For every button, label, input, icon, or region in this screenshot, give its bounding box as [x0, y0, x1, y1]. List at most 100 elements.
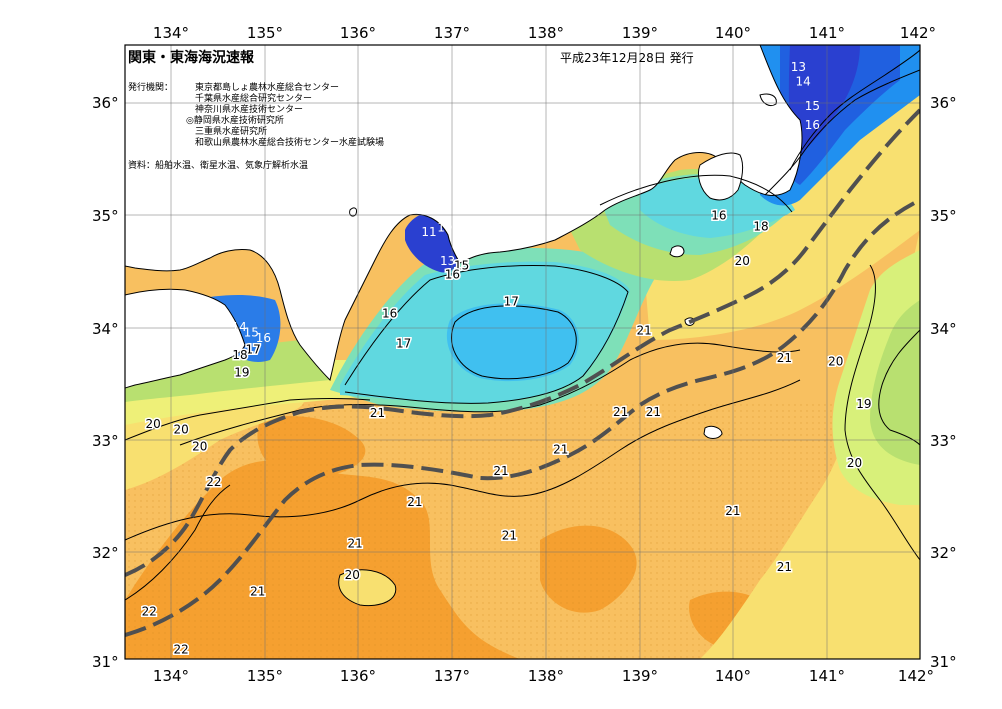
lon-tick-bottom-136: 136° [340, 667, 376, 685]
isotherm-label: 21 [407, 495, 422, 509]
lon-tick-bottom-138: 138° [528, 667, 564, 685]
isotherm-label: 18 [232, 348, 247, 362]
issuer-item: 和歌山県農林水産総合技術センター水産試験場 [195, 136, 384, 148]
isotherm-label: 16 [711, 208, 726, 222]
isotherm-22-west [125, 484, 231, 601]
kuroshio-axis-south [125, 198, 920, 637]
isotherm-label: 17 [396, 337, 411, 351]
lat-tick-left-33: 33° [92, 432, 119, 450]
lon-tick-bottom-140: 140° [715, 667, 751, 685]
lat-tick-right-36: 36° [930, 94, 957, 112]
isotherm-label: 17 [504, 294, 519, 308]
issuer-item: 三重県水産研究所 [195, 125, 267, 137]
land-shikoku [125, 288, 246, 389]
isotherm-label: 22 [142, 605, 157, 619]
issuer-item: 神奈川県水産技術センター [195, 103, 303, 115]
kuroshio-axis [125, 108, 920, 637]
lon-tick-top-138: 138° [528, 24, 564, 42]
isotherm-label: 21 [553, 443, 568, 457]
land [125, 45, 803, 439]
isotherm-label: 21 [636, 323, 651, 337]
lat-tick-left-36: 36° [92, 94, 119, 112]
isotherm-label: 21 [613, 405, 628, 419]
lat-tick-left-32: 32° [92, 544, 119, 562]
isotherm-label: 18 [753, 220, 768, 234]
isotherm-label: 15 [805, 99, 820, 113]
isotherm-label: 15 [454, 259, 469, 273]
isotherm-label: 11 [421, 225, 436, 239]
isotherm-label: 21 [347, 537, 362, 551]
isotherm-label: 22 [206, 475, 221, 489]
isotherm-label: 21 [646, 405, 661, 419]
isotherm-label: 20 [345, 568, 360, 582]
land-izu-oshima [669, 245, 685, 258]
sst-band-20-west [125, 395, 304, 490]
isotherm-label: 21 [777, 351, 792, 365]
lon-ticks-top: 134° 135° 136° 137° 138° 139° 140° 141° … [153, 24, 936, 42]
isotherm-label: 21 [777, 560, 792, 574]
isotherm-label: 14 [231, 320, 246, 334]
isotherm-label: 21 [250, 585, 265, 599]
sst-band-15 [446, 303, 579, 382]
sst-band-18 [870, 300, 920, 465]
lon-tick-top-135: 135° [247, 24, 283, 42]
isotherm-label: 12 [777, 149, 792, 163]
isotherm-17 [344, 265, 629, 404]
isotherm-label: 19 [234, 366, 249, 380]
lon-tick-top-142: 142° [900, 24, 936, 42]
lat-ticks-right: 36° 35° 34° 33° 32° 31° [930, 94, 957, 671]
lat-tick-right-34: 34° [930, 320, 957, 338]
isotherm-14-boso [789, 49, 920, 171]
isotherm-label: 17 [245, 342, 260, 356]
isotherm-label: 10 [437, 221, 452, 235]
isotherm-label: 21 [493, 464, 508, 478]
header-block: 関東・東海海況速報 平成23年12月28日 発行 発行機関： 東京都島しょ農林水… [128, 49, 694, 171]
lon-tick-top-136: 136° [340, 24, 376, 42]
lon-tick-top-141: 141° [809, 24, 845, 42]
isotherm-16 [451, 305, 577, 380]
isotherm-label: 16 [256, 331, 271, 345]
land-boso [697, 152, 744, 201]
isotherm-18-sagami [599, 174, 793, 213]
isotherm-label: 14 [795, 74, 810, 88]
isotherm-label: 16 [382, 307, 397, 321]
isotherm-20-east [844, 264, 920, 561]
isotherm-label: 21 [725, 504, 740, 518]
map-frame [124, 44, 921, 660]
lon-tick-top-139: 139° [622, 24, 658, 42]
lat-tick-left-31: 31° [92, 653, 119, 671]
issue-date: 平成23年12月28日 発行 [560, 51, 694, 65]
isotherm-label: 16 [805, 118, 820, 132]
land-hachijo [703, 425, 723, 439]
graticule [125, 45, 920, 659]
isotherm-label: 21 [502, 529, 517, 543]
kuroshio-axis-north [125, 108, 920, 577]
lon-tick-bottom-137: 137° [434, 667, 470, 685]
isotherm-label: 13 [791, 60, 806, 74]
isotherm-label: 16 [445, 268, 460, 282]
sst-band-20-patch [338, 569, 396, 606]
lat-tick-right-35: 35° [930, 207, 957, 225]
isotherm-label: 13 [440, 254, 455, 268]
land-island-2 [349, 207, 357, 217]
lat-tick-right-33: 33° [930, 432, 957, 450]
isotherm-21-south [125, 379, 801, 541]
lat-ticks-left: 36° 35° 34° 33° 32° 31° [92, 94, 119, 671]
lat-tick-right-31: 31° [930, 653, 957, 671]
lon-tick-bottom-142: 142° [898, 667, 934, 685]
isotherm-19-east [878, 329, 920, 446]
lat-tick-left-35: 35° [92, 207, 119, 225]
isotherm-label: 20 [828, 355, 843, 369]
lat-tick-left-34: 34° [92, 320, 119, 338]
land-island-3 [759, 93, 777, 107]
isotherm-label: 20 [173, 423, 188, 437]
sst-band-20 [700, 45, 920, 659]
isotherm-20-patch [338, 569, 397, 607]
lon-tick-bottom-134: 134° [153, 667, 189, 685]
isotherm-label: 15 [244, 326, 259, 340]
lon-tick-top-137: 137° [434, 24, 470, 42]
lon-ticks-bottom: 134° 135° 136° 137° 138° 139° 140° 141° … [153, 667, 934, 685]
isotherm-label: 19 [856, 397, 871, 411]
